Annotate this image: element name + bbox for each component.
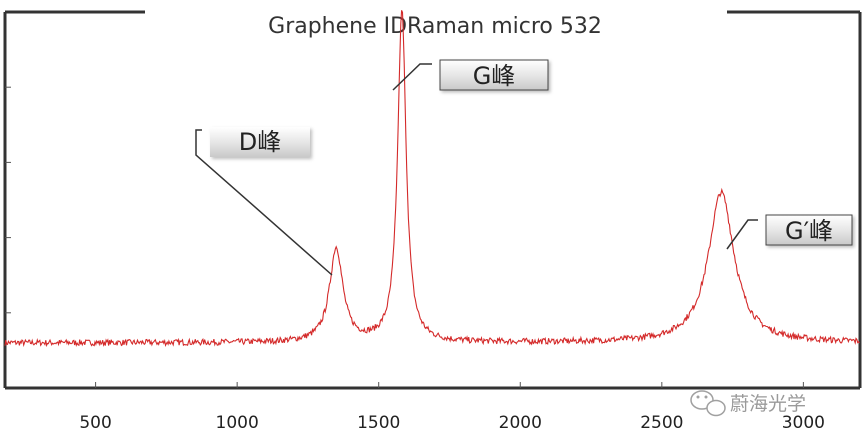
callout-g-prime-label: G′峰 <box>785 217 833 245</box>
callout-g-prime-leader <box>726 219 758 250</box>
x-tick-label-2000: 2000 <box>499 413 542 433</box>
watermark: 蔚海光学 <box>690 390 806 417</box>
x-tick-label-500: 500 <box>79 413 111 433</box>
chart-title: Graphene IDRaman micro 532 <box>268 14 602 39</box>
spectrum-line <box>4 10 860 348</box>
callout-g-peak: G峰 <box>392 59 549 91</box>
x-tick-label-2500: 2500 <box>640 413 683 433</box>
x-tick-label-1000: 1000 <box>216 413 259 433</box>
x-axis-ticks <box>95 382 804 388</box>
callout-d-label: D峰 <box>239 128 281 156</box>
x-tick-label-1500: 1500 <box>357 413 400 433</box>
callout-g-label: G峰 <box>473 62 516 90</box>
x-tick-label-3000: 3000 <box>782 413 825 433</box>
callout-d-box <box>210 127 310 157</box>
x-axis-tick-labels: 500 1000 1500 2000 2500 3000 <box>79 413 825 433</box>
plot-frame <box>3 10 862 390</box>
callout-g-box <box>439 59 549 91</box>
wechat-icon <box>690 390 726 417</box>
callout-d-peak: D峰 <box>195 127 333 276</box>
y-axis-ticks <box>5 86 11 314</box>
watermark-text: 蔚海光学 <box>730 393 806 415</box>
callout-g-prime-peak: G′峰 <box>726 214 853 250</box>
callout-d-leader <box>195 129 333 276</box>
callout-g-prime-box <box>765 214 853 246</box>
callout-g-leader <box>392 63 432 91</box>
